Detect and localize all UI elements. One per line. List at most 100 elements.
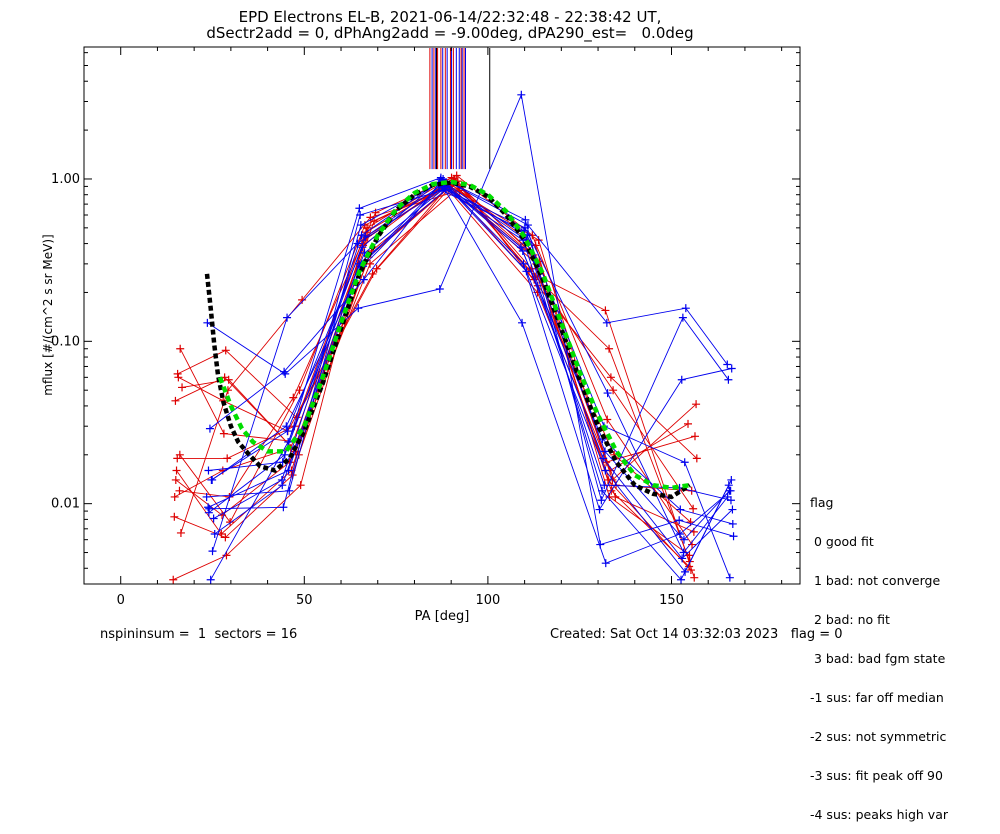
data-point (169, 575, 178, 584)
data-point (521, 215, 530, 224)
data-point (680, 458, 689, 467)
data-point (519, 259, 528, 268)
data-point (221, 533, 230, 542)
data-point (727, 475, 736, 484)
data-point (435, 285, 444, 294)
series-line (208, 182, 730, 573)
data-point (171, 475, 180, 484)
data-point (178, 383, 187, 392)
data-point (679, 548, 688, 557)
data-point (283, 313, 292, 322)
data-point (689, 504, 698, 513)
data-point (359, 275, 368, 284)
data-point (723, 360, 732, 369)
data-point (175, 450, 184, 459)
data-point (681, 304, 690, 313)
series-line (213, 178, 728, 519)
data-point (609, 386, 618, 395)
data-point (598, 486, 607, 495)
data-point (170, 492, 179, 501)
series-line (175, 184, 697, 481)
data-point (678, 554, 687, 563)
data-point (356, 221, 365, 230)
data-point (355, 204, 364, 213)
data-point (534, 236, 543, 245)
data-point (606, 373, 615, 382)
data-point (202, 492, 211, 501)
pa-distribution-chart: 0 50 100 150 0.01 0.10 1.00 PA [deg] mflux [#/… (41, 46, 801, 624)
series-line (173, 179, 695, 581)
data-point (675, 516, 684, 525)
data-point (601, 447, 610, 456)
data-point (692, 400, 701, 409)
data-point (595, 505, 604, 514)
chart-title-line-2: dSectr2add = 0, dPhAng2add = -9.00deg, d… (206, 24, 694, 42)
data-point (677, 375, 686, 384)
x-tick-label: 0 (117, 593, 125, 608)
data-point (601, 466, 610, 475)
data-point (280, 367, 289, 376)
x-tick-label: 50 (296, 593, 313, 608)
flag-legend-item: 1 bad: not converge (810, 573, 941, 588)
y-tick-label: 0.10 (51, 334, 80, 349)
y-tick-label: 1.00 (51, 172, 80, 187)
data-point (728, 519, 737, 528)
flag-legend-item: -2 sus: not symmetric (810, 729, 947, 744)
peak-marker-lines (429, 48, 491, 170)
data-point (681, 567, 690, 576)
data-point (223, 454, 232, 463)
series-line (208, 177, 729, 502)
data-point (171, 396, 180, 405)
data-point (354, 304, 363, 313)
series-line (179, 180, 698, 523)
data-point (724, 481, 733, 490)
data-point (204, 503, 213, 512)
fit-curve-black (204, 180, 692, 500)
data-point (296, 481, 305, 490)
data-point (601, 559, 610, 568)
data-point (725, 573, 734, 582)
data-point (285, 486, 294, 495)
data-point (603, 389, 612, 398)
data-point (224, 375, 233, 384)
data-point (517, 90, 526, 99)
data-point (173, 369, 182, 378)
data-point (726, 496, 735, 505)
data-point (205, 424, 214, 433)
data-point (295, 386, 304, 395)
data-point (206, 575, 215, 584)
data-point (531, 241, 540, 250)
series-line (181, 187, 691, 562)
data-point (676, 505, 685, 514)
flag-legend-title: flag (810, 495, 834, 510)
data-point (353, 239, 362, 248)
data-point (675, 530, 684, 539)
series-line (176, 181, 691, 535)
x-tick-label: 100 (475, 593, 500, 608)
data-point (372, 264, 381, 273)
series-line (180, 189, 690, 556)
data-point (219, 429, 228, 438)
series-line (178, 188, 689, 472)
flag-legend-item: 2 bad: no fit (810, 612, 890, 627)
fit-curve-green (217, 179, 691, 491)
data-point (279, 503, 288, 512)
plot-frame (83, 46, 801, 585)
data-point (174, 373, 183, 382)
footer-right-info: Created: Sat Oct 14 03:32:03 2023 flag =… (550, 627, 843, 642)
flag-legend-item: 0 good fit (810, 534, 874, 549)
series-line (209, 189, 732, 581)
data-point (226, 518, 235, 527)
data-point (208, 547, 217, 556)
axes: 0 50 100 150 0.01 0.10 1.00 (51, 47, 800, 608)
data-point (601, 306, 610, 315)
x-axis-label: PA [deg] (415, 609, 470, 624)
series-line (179, 174, 693, 545)
series-line (214, 189, 729, 554)
data-point (518, 318, 527, 327)
data-point (516, 243, 525, 252)
series-line (212, 187, 731, 564)
data-point (283, 427, 292, 436)
data-point (204, 508, 213, 517)
data-point (366, 259, 375, 268)
